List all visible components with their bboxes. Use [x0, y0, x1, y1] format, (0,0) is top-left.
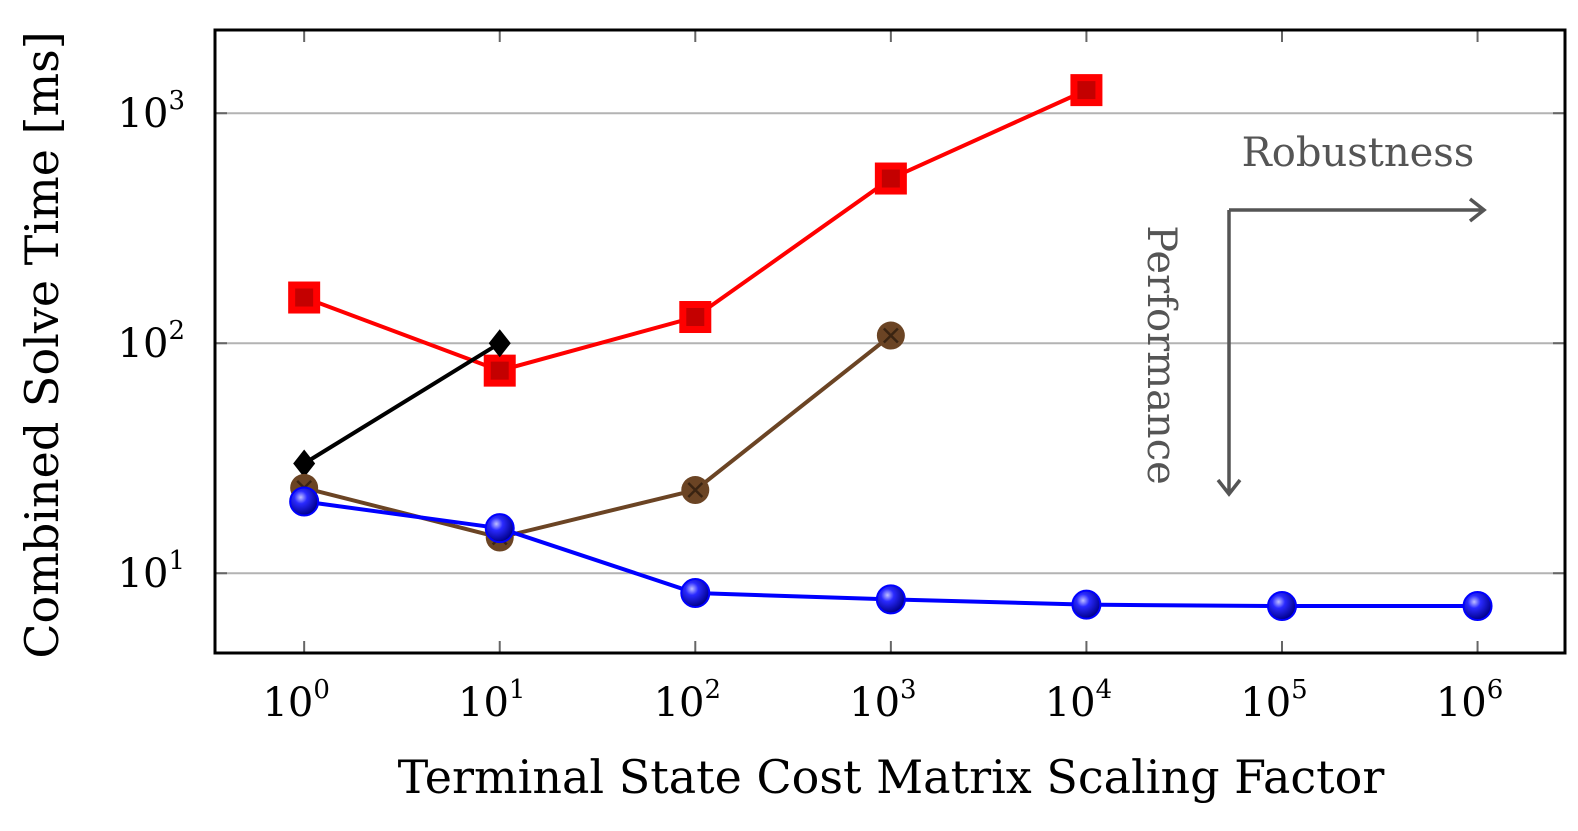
series-0-point-4 — [1070, 74, 1103, 107]
series-3-point-2 — [680, 578, 711, 609]
y-tick-label-1: 102 — [118, 316, 185, 367]
label-layer: 101 102 103 100 101 102 103 104 105 106 — [118, 86, 1504, 726]
x-tick-label-3: 103 — [849, 675, 916, 726]
tick-layer — [215, 30, 1565, 653]
series-1-point-0 — [293, 449, 316, 478]
series-layer — [288, 74, 1493, 622]
series-2-point-3 — [876, 321, 905, 350]
x-tick-label-0: 100 — [262, 675, 329, 726]
series-3-point-1 — [484, 513, 515, 544]
y-tick-label-0: 101 — [118, 546, 185, 597]
performance-label: Performance — [1138, 225, 1184, 485]
series-3-point-5 — [1266, 591, 1297, 622]
performance-arrow — [1216, 210, 1242, 497]
series-0-point-0 — [288, 281, 321, 314]
series-1-point-1 — [488, 329, 511, 358]
series-3-point-0 — [289, 486, 320, 517]
series-3-point-4 — [1071, 589, 1102, 620]
x-tick-label-4: 104 — [1045, 675, 1112, 726]
robustness-arrow — [1229, 197, 1487, 223]
x-axis-title: Terminal State Cost Matrix Scaling Facto… — [398, 750, 1385, 804]
series-2-point-2 — [681, 476, 710, 505]
x-tick-label-1: 101 — [458, 675, 525, 726]
series-0-point-1 — [483, 354, 516, 387]
series-3-ball — [289, 486, 1493, 622]
plot-frame — [213, 28, 1567, 655]
robustness-label: Robustness — [1242, 130, 1475, 176]
series-2-line — [303, 333, 893, 540]
x-tick-label-2: 102 — [654, 675, 721, 726]
annotation-layer: Robustness Performance — [1138, 130, 1487, 497]
series-0-square — [288, 74, 1103, 387]
y-tick-label-2: 103 — [118, 86, 185, 137]
series-0-point-2 — [679, 301, 712, 334]
series-3-point-6 — [1462, 591, 1493, 622]
x-tick-label-6: 106 — [1436, 675, 1503, 726]
series-1-line — [303, 341, 501, 466]
x-tick-label-5: 105 — [1240, 675, 1307, 726]
y-axis-title: Combined Solve Time [ms] — [15, 31, 69, 658]
series-0-point-3 — [874, 162, 907, 195]
series-2-circle-cross — [290, 321, 905, 552]
series-3-point-3 — [875, 584, 906, 615]
series-1-diamond — [293, 329, 511, 478]
